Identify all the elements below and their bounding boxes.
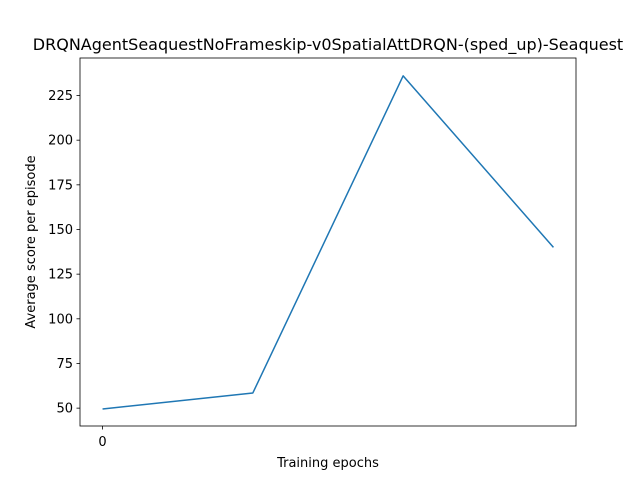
x-axis-label: Training epochs xyxy=(276,456,379,471)
y-tick-label: 75 xyxy=(56,357,73,372)
plot-frame xyxy=(79,57,577,427)
y-tick-label: 200 xyxy=(48,134,73,149)
y-tick-label: 150 xyxy=(48,223,73,238)
series-line-0 xyxy=(102,75,555,410)
x-axis-ticks: 0 xyxy=(98,426,107,450)
chart-title: DRQNAgentSeaquestNoFrameskip-v0SpatialAt… xyxy=(33,35,623,55)
x-tick-label: 0 xyxy=(98,435,106,450)
y-tick-label: 175 xyxy=(48,178,73,193)
y-tick-label: 50 xyxy=(56,402,73,417)
plot-area xyxy=(79,57,577,427)
y-axis-ticks: 50 75 100 125 150 175 200 225 xyxy=(48,89,80,417)
y-tick-label: 100 xyxy=(48,312,73,327)
y-tick-label: 225 xyxy=(48,89,73,104)
y-axis-label: Average score per episode xyxy=(24,155,39,328)
y-tick-label: 125 xyxy=(48,268,73,283)
